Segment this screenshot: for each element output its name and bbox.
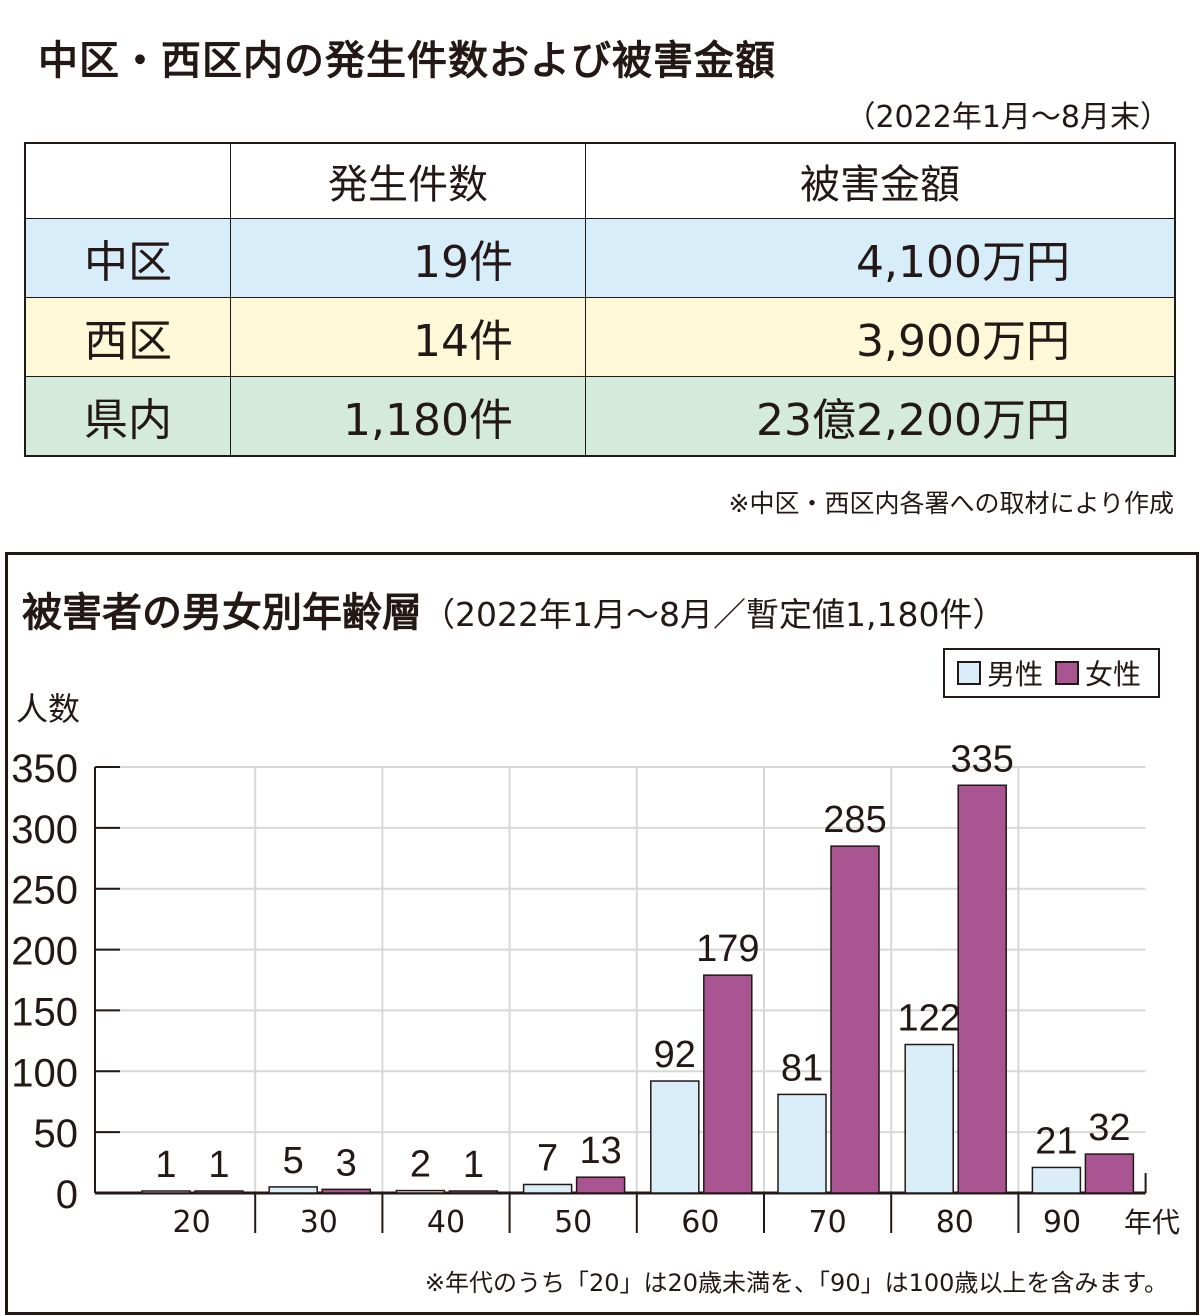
x-category-label: 70 [809, 1205, 847, 1240]
bar-female [1084, 1153, 1135, 1194]
row-amount: 4,100万円 [585, 218, 1176, 298]
bar-male [395, 1189, 446, 1194]
row-count: 19件 [230, 218, 586, 298]
bar-male [522, 1183, 573, 1194]
x-category-label: 60 [681, 1205, 719, 1240]
table-row: 中区 19件 4,100万円 [24, 218, 1176, 298]
table-header-row: 発生件数 被害金額 [24, 142, 1176, 219]
data-label: 335 [950, 738, 1013, 780]
table-row: 西区 14件 3,900万円 [24, 297, 1176, 377]
data-label: 1 [463, 1144, 484, 1186]
data-label: 2 [410, 1144, 431, 1186]
data-label: 5 [283, 1140, 304, 1182]
bar-female [575, 1176, 626, 1194]
data-label: 13 [579, 1130, 621, 1172]
chart-legend: 男性 女性 [943, 648, 1160, 698]
data-label: 3 [336, 1142, 357, 1184]
bar-female [703, 974, 753, 1194]
x-category-label: 90 [1043, 1205, 1081, 1240]
bar-female [321, 1188, 371, 1194]
row-amount: 23億2,200万円 [585, 376, 1176, 457]
y-tick-label: 350 [11, 747, 78, 791]
x-category-label: 80 [936, 1205, 974, 1240]
table-row: 県内 1,180件 23億2,200万円 [24, 376, 1176, 457]
row-label: 県内 [24, 376, 231, 457]
y-tick-label: 200 [11, 930, 78, 974]
bar-male [650, 1080, 700, 1194]
data-label: 1 [155, 1144, 176, 1186]
bar-female [957, 784, 1007, 1194]
data-label: 92 [654, 1034, 696, 1076]
data-label: 1 [208, 1144, 229, 1186]
y-tick-label: 300 [11, 808, 78, 852]
y-tick-label: 0 [56, 1173, 78, 1217]
x-category-label: 30 [300, 1205, 338, 1240]
legend-swatch-female [1055, 661, 1080, 685]
row-count: 14件 [230, 297, 586, 377]
y-tick-label: 150 [11, 990, 78, 1034]
bar-male [1031, 1166, 1082, 1194]
bar-female [448, 1190, 499, 1194]
chart-title: 被害者の男女別年齢層（2022年1月～8月／暫定値1,180件） [22, 580, 1005, 638]
y-tick-label: 100 [11, 1051, 78, 1095]
chart-frame [5, 552, 1199, 1315]
row-amount: 3,900万円 [585, 297, 1176, 377]
legend-label-female: 女性 [1085, 658, 1142, 691]
data-label: 81 [781, 1047, 823, 1089]
data-label: 7 [537, 1137, 558, 1179]
data-label: 21 [1035, 1120, 1077, 1162]
bar-male [777, 1093, 827, 1194]
table-note: ※中区・西区内各署への取材により作成 [728, 489, 1174, 518]
legend-label-male: 男性 [987, 658, 1044, 691]
legend-swatch-male [957, 661, 981, 685]
data-label: 122 [897, 998, 960, 1040]
bar-female [194, 1190, 244, 1194]
x-category-label: 20 [173, 1205, 211, 1240]
x-axis-label: 年代 [1124, 1206, 1180, 1239]
summary-table: 発生件数 被害金額 中区 19件 4,100万円 西区 14件 3,900万円 … [24, 142, 1176, 457]
data-label: 32 [1088, 1107, 1130, 1149]
x-category-label: 40 [427, 1205, 465, 1240]
header-cell-count: 発生件数 [230, 142, 586, 219]
bar-female [830, 845, 880, 1194]
y-axis-label: 人数 [16, 690, 80, 728]
row-label: 西区 [24, 297, 231, 377]
table-title: 中区・西区内の発生件数および被害金額 [38, 38, 776, 84]
table-period: （2022年1月～8月末） [845, 100, 1170, 135]
row-count: 1,180件 [230, 376, 586, 457]
bar-male [141, 1190, 191, 1194]
data-label: 285 [823, 799, 886, 841]
chart-title-main: 被害者の男女別年齢層 [22, 590, 422, 636]
x-category-label: 50 [554, 1205, 592, 1240]
y-tick-label: 250 [11, 869, 78, 913]
bar-male [268, 1186, 318, 1194]
bar-male [904, 1043, 954, 1194]
chart-note: ※年代のうち「20」は20歳未満を、「90」は100歳以上を含みます。 [424, 1269, 1168, 1297]
data-label: 179 [696, 928, 759, 970]
chart-subtitle: （2022年1月～8月／暫定値1,180件） [422, 595, 1006, 634]
y-tick-label: 50 [34, 1112, 79, 1156]
